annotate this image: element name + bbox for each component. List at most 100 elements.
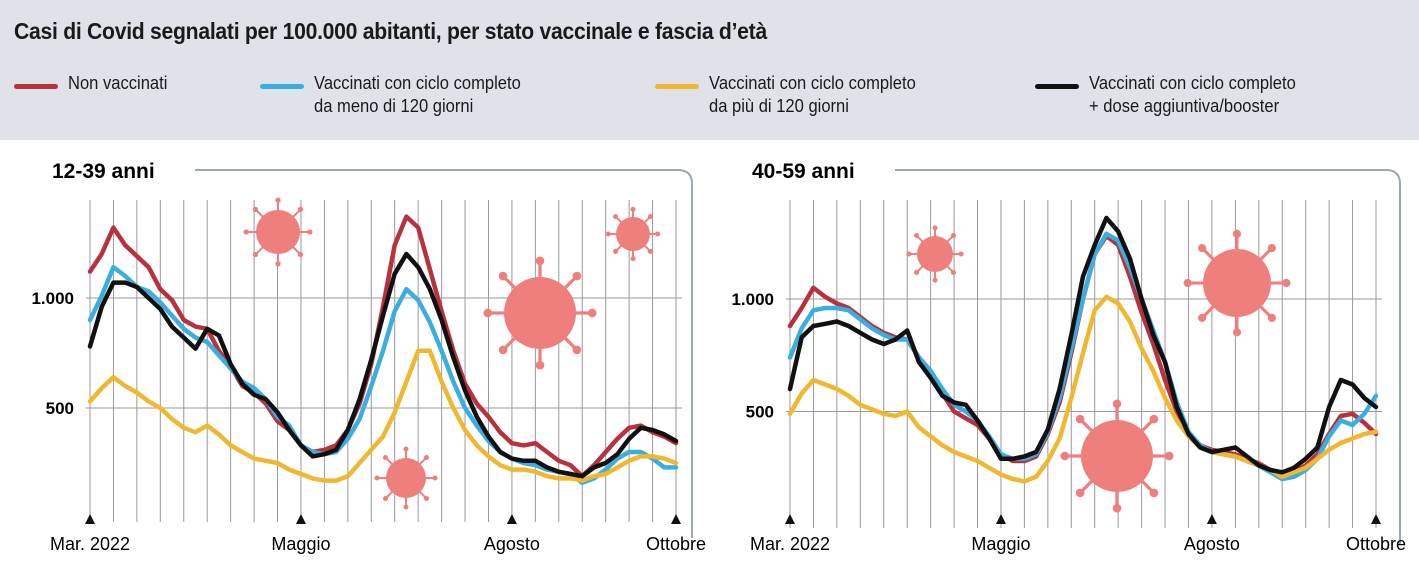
virus-spike-tip <box>424 496 430 502</box>
chart-canvas: 12-39 anni 500 1.000 Mar. 2022 Maggio Agosto O… <box>31 160 1406 554</box>
x-tick-marker <box>1206 514 1217 524</box>
legend-swatch <box>655 84 699 89</box>
series-line-3 <box>787 294 1379 484</box>
virus-spike-tip <box>483 308 493 318</box>
chart-title: Casi di Covid segnalati per 100.000 abit… <box>14 18 767 44</box>
virus-spike-tip <box>1060 451 1070 461</box>
virus-spike-tip <box>1232 229 1242 238</box>
virus-spike-tip <box>432 475 438 481</box>
virus-spike-tip <box>647 214 653 220</box>
legend-label: Vaccinati con ciclo completo da meno di … <box>314 73 521 116</box>
virus-spike-tip <box>1149 414 1159 424</box>
virus-spike-tip <box>1267 244 1276 253</box>
virus-spike-tip <box>950 233 956 239</box>
chart-panel-2: 40-59 anni 500 1.000 Mar. 2022 Maggio Agosto O… <box>731 160 1406 554</box>
legend-label: Vaccinati con ciclo completo da più di 1… <box>709 73 916 116</box>
panel-frame <box>195 169 693 538</box>
virus-spike-tip <box>914 233 920 239</box>
virus-spike-tip <box>655 231 661 237</box>
virus-spike-tip <box>647 248 653 254</box>
x-tick-label: Agosto <box>484 534 540 554</box>
virus-spike-tip <box>958 251 964 257</box>
virus-spike-tip <box>1232 328 1242 337</box>
virus-spike-tip <box>307 229 313 235</box>
legend-swatch <box>260 84 304 89</box>
virus-spike-tip <box>297 206 304 213</box>
virus-spike-tip <box>1282 278 1291 288</box>
virus-icon <box>374 446 438 510</box>
virus-spike-tip <box>1149 488 1159 498</box>
virus-spike-tip <box>252 206 259 213</box>
virus-spike-tip <box>605 231 611 237</box>
virus-icon <box>483 256 597 370</box>
y-tick-label: 1.000 <box>31 289 74 308</box>
virus-icon <box>243 197 313 267</box>
x-tick-marker <box>995 514 1006 524</box>
chart-header: Casi di Covid segnalati per 100.000 abit… <box>0 0 1419 140</box>
series-line-1 <box>87 214 679 479</box>
series-line-4 <box>787 215 1379 475</box>
virus-icon <box>1183 229 1291 337</box>
virus-spike-tip <box>498 345 508 355</box>
x-tick-marker <box>85 514 95 524</box>
legend-label: Non vaccinati <box>68 73 168 93</box>
virus-spike-tip <box>1164 451 1174 461</box>
virus-spike-tip <box>252 251 259 258</box>
series-line-3 <box>87 348 679 483</box>
virus-body <box>256 210 300 254</box>
x-tick-marker <box>785 514 795 524</box>
virus-spike-tip <box>613 248 619 254</box>
virus-body <box>1081 420 1153 492</box>
x-tick-label: Ottobre <box>646 534 706 554</box>
virus-spike-tip <box>243 229 249 235</box>
virus-spike-tip <box>613 214 619 220</box>
virus-spike-tip <box>382 454 388 460</box>
virus-icon <box>1060 399 1174 513</box>
virus-spike-tip <box>572 271 582 281</box>
y-tick-label: 500 <box>46 399 74 418</box>
virus-spike-tip <box>275 261 281 267</box>
virus-spike-tip <box>1075 488 1085 498</box>
virus-spike-tip <box>275 197 281 203</box>
virus-spike-tip <box>424 454 430 460</box>
legend-label: Vaccinati con ciclo completo + dose aggi… <box>1089 73 1296 116</box>
legend-swatch <box>14 84 58 89</box>
virus-body <box>616 217 650 251</box>
x-tick-marker <box>506 514 517 524</box>
virus-spike-tip <box>1112 503 1122 513</box>
virus-spike-tip <box>914 269 920 275</box>
virus-body <box>504 277 576 349</box>
virus-icon <box>605 206 661 262</box>
x-tick-label: Mar. 2022 <box>50 534 130 554</box>
virus-spike-tip <box>403 446 409 452</box>
virus-body <box>386 458 426 498</box>
virus-spike-tip <box>374 475 380 481</box>
x-tick-label: Maggio <box>271 534 330 554</box>
virus-body <box>1203 249 1271 317</box>
virus-spike-tip <box>297 251 304 258</box>
x-tick-label: Ottobre <box>1346 534 1406 554</box>
x-tick-marker <box>671 514 681 524</box>
virus-spike-tip <box>1198 244 1207 253</box>
virus-spike-tip <box>587 308 597 318</box>
virus-icon <box>906 225 964 283</box>
x-tick-marker <box>295 514 306 524</box>
virus-spike-tip <box>950 269 956 275</box>
plot-area: 12-39 anni 500 1.000 Mar. 2022 Maggio Agosto O… <box>0 140 1419 571</box>
panel-title: 40-59 anni <box>752 160 855 183</box>
virus-spike-tip <box>630 256 636 262</box>
virus-spike-tip <box>1112 399 1122 409</box>
chart-panel-1: 12-39 anni 500 1.000 Mar. 2022 Maggio Agosto O… <box>31 160 706 554</box>
virus-spike-tip <box>498 271 508 281</box>
panel-title: 12-39 anni <box>52 160 155 183</box>
virus-spike-tip <box>630 206 636 212</box>
virus-spike-tip <box>932 277 938 283</box>
virus-spike-tip <box>535 360 545 370</box>
y-tick-label: 1.000 <box>731 290 774 309</box>
virus-spike-tip <box>572 345 582 355</box>
virus-spike-tip <box>906 251 912 257</box>
virus-spike-tip <box>403 504 409 510</box>
series-line-4 <box>87 251 679 479</box>
virus-spike-tip <box>1267 313 1276 322</box>
virus-spike-tip <box>382 496 388 502</box>
